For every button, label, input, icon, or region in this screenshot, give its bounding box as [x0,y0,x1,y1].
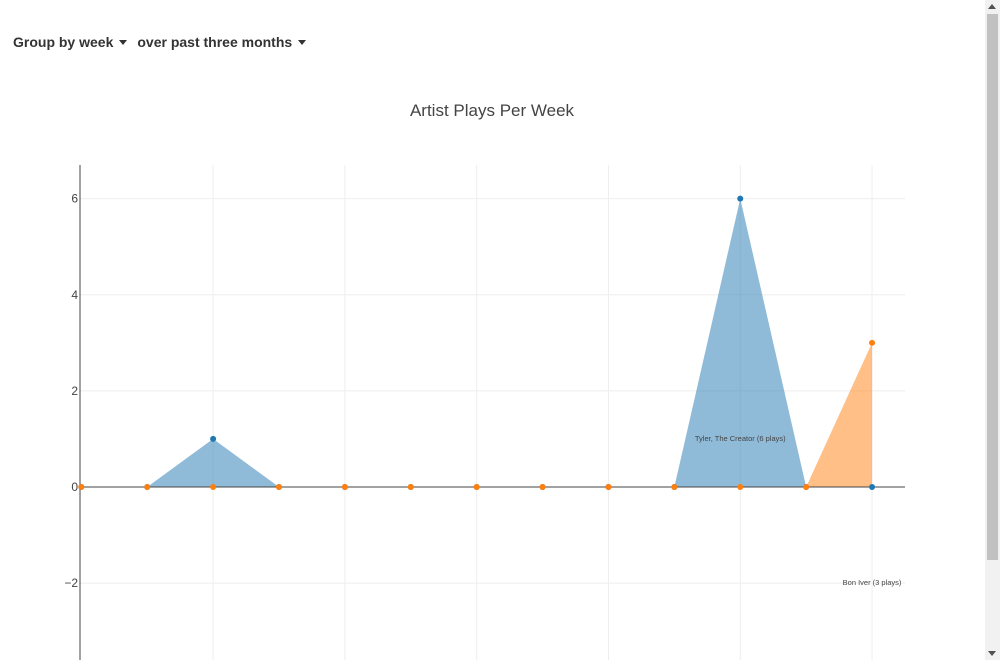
point-bonIver [407,483,414,490]
y-tick-label: 0 [71,480,78,494]
point-tyler [869,483,876,490]
caret-down-icon [119,39,128,45]
y-tick-label: 6 [71,192,78,206]
group-by-label: Group by week [13,34,114,50]
point-bonIver [473,483,480,490]
point-tyler [737,195,744,202]
point-bonIver [341,483,348,490]
point-bonIver [78,483,85,490]
chart-controls: Group by week over past three months [13,34,310,50]
point-bonIver [605,483,612,490]
group-by-dropdown[interactable]: Group by week [13,34,131,50]
time-range-dropdown[interactable]: over past three months [137,34,310,50]
y-tick-label: 2 [71,384,78,398]
area-tyler [81,198,873,487]
plot-areas [81,198,873,487]
data-points [78,195,876,490]
annotation-label: Tyler, The Creator (6 plays) [695,434,786,443]
point-bonIver [671,483,678,490]
point-bonIver [539,483,546,490]
caret-down-icon [298,39,307,45]
chart-title: Artist Plays Per Week [410,101,575,120]
point-bonIver [210,483,217,490]
y-tick-label: −2 [64,576,78,590]
scroll-down-arrow-icon[interactable] [988,651,996,656]
vertical-scrollbar[interactable] [985,0,1000,660]
point-tyler [210,435,217,442]
point-bonIver [144,483,151,490]
artist-plays-chart: Artist Plays Per Week −2 0 2 4 6 Tyler, The … [64,101,905,660]
scrollbar-thumb[interactable] [987,14,998,560]
scroll-up-arrow-icon[interactable] [988,4,996,9]
y-tick-label: 4 [71,288,78,302]
point-bonIver [737,483,744,490]
point-bonIver [869,339,876,346]
point-bonIver [276,483,283,490]
time-range-label: over past three months [137,34,293,50]
axes: −2 0 2 4 6 [64,165,905,660]
point-bonIver [803,483,810,490]
annotation-label: Bon Iver (3 plays) [843,578,902,587]
annotations: Tyler, The Creator (6 plays) Bon Iver (3 … [695,434,902,587]
